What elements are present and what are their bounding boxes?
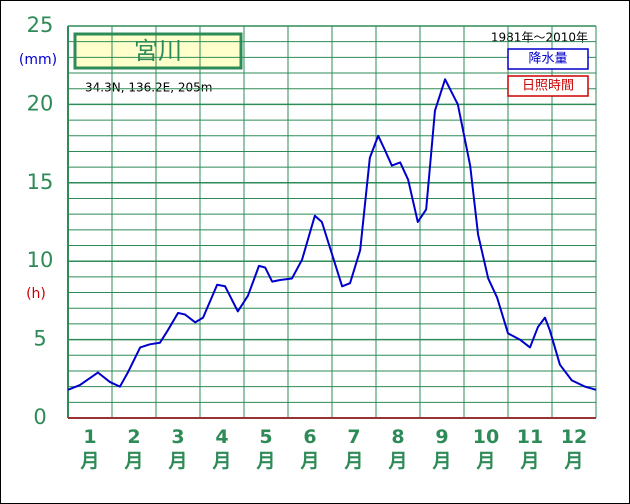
y-tick-label: 10 <box>27 248 54 272</box>
y-tick-label: 15 <box>27 170 54 194</box>
x-tick-label-unit: 月 <box>475 450 495 472</box>
x-tick-label-number: 2 <box>127 426 140 448</box>
subtitle: 34.3N, 136.2E, 205m <box>85 81 212 95</box>
y-tick-label: 0 <box>33 405 46 429</box>
x-tick-label-number: 9 <box>435 426 448 448</box>
x-tick-label-unit: 月 <box>211 450 231 472</box>
x-tick-label-number: 6 <box>303 426 316 448</box>
x-tick-label: 11 月 <box>517 426 543 472</box>
y-tick-label: 20 <box>27 91 54 115</box>
y-unit: (mm) <box>19 52 57 68</box>
x-tick-label-unit: 月 <box>431 450 451 472</box>
x-tick-label-number: 7 <box>347 426 360 448</box>
x-tick-label-number: 8 <box>391 426 404 448</box>
legend-label: 日照時間 <box>522 79 574 94</box>
x-tick-label-unit: 月 <box>167 450 187 472</box>
x-tick-label-number: 11 <box>517 426 543 448</box>
legend-box <box>507 48 589 70</box>
x-tick-label-unit: 月 <box>79 450 99 472</box>
x-tick-label-number: 12 <box>561 426 587 448</box>
line-series <box>67 78 597 391</box>
x-tick-label-unit: 月 <box>299 450 319 472</box>
x-tick-label-unit: 月 <box>123 450 143 472</box>
x-tick-label: 10 月 <box>473 426 499 472</box>
x-tick-label-unit: 月 <box>563 450 583 472</box>
x-tick-label-unit: 月 <box>387 450 407 472</box>
period: 1981年～2010年 <box>491 31 588 45</box>
x-tick-label-unit: 月 <box>343 450 363 472</box>
y-tick-label: 5 <box>33 327 46 351</box>
x-tick-label-number: 4 <box>215 426 228 448</box>
title-box <box>73 32 243 70</box>
x-tick-label-number: 3 <box>171 426 184 448</box>
legend-label: 降水量 <box>528 52 567 67</box>
x-tick-label-number: 1 <box>83 426 96 448</box>
x-tick-label-number: 10 <box>473 426 499 448</box>
x-tick-label: 12 月 <box>561 426 587 472</box>
y-tick-label: 25 <box>27 13 54 37</box>
legend-box <box>507 75 589 97</box>
x-tick-label-number: 5 <box>259 426 272 448</box>
y2-unit: (h) <box>26 286 46 302</box>
x-tick-label-unit: 月 <box>255 450 275 472</box>
x-tick-label-unit: 月 <box>519 450 539 472</box>
